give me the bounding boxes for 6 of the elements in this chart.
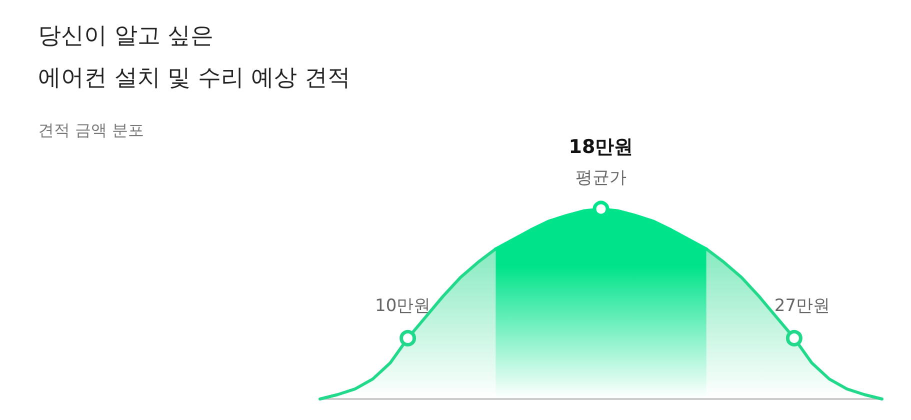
- annotation: 18만원: [568, 136, 634, 158]
- text: 평균가: [576, 168, 626, 188]
- chart-title: 당신이 알고 싶은 에어컨 설치 및 수리 예상 견적: [38, 23, 351, 91]
- annotation: 10만원: [374, 296, 431, 316]
- annotation: 27만원: [774, 296, 830, 316]
- text: 견적 금액 분포: [38, 120, 144, 140]
